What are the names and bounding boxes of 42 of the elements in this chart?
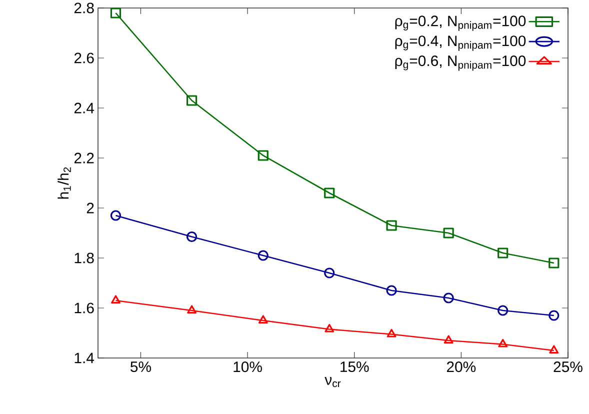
point [187,305,196,314]
point [444,335,454,344]
point [186,95,198,106]
point [324,324,334,332]
point [386,285,397,296]
y-tick-label: 1.8 [74,252,94,264]
legend-label: ρ$_{g}$=0.6, N$_{pnipam}$=100 [395,56,526,71]
point [324,188,335,198]
point [443,292,454,304]
point [443,228,454,238]
x-tick-label: 5% [130,362,151,372]
point [186,231,198,242]
y-tick-label: 2.4 [74,102,94,114]
x-tick-label: 15% [340,362,369,372]
point [111,295,120,304]
point [548,258,560,268]
point [386,328,396,338]
point [549,345,559,354]
x-axis-title: ν$_{cr}$ [324,376,341,388]
legend-label: ρ$_{g}$=0.4, N$_{pnipam}$=100 [395,36,526,51]
y-axis-title: h$_{1}$/h$_{2}$ [58,167,71,199]
point [110,210,122,221]
y-tick-label: 2 [86,202,94,214]
point [386,220,397,231]
point [498,248,508,258]
point [324,268,335,278]
x-tick-label: 20% [446,362,476,372]
x-tick-label: 10% [234,362,262,372]
point [548,310,560,321]
point [258,315,268,324]
point [498,338,508,348]
y-tick-label: 1.6 [74,302,94,314]
point [258,150,268,161]
point [258,250,268,261]
y-tick-label: 2.2 [74,152,94,164]
y-tick-label: 1.4 [74,352,94,364]
legend-label: ρ$_{g}$=0.2, N$_{pnipam}$=100 [395,16,526,31]
y-tick-label: 2.6 [74,52,94,64]
point [110,8,122,18]
x-tick-label: 25% [554,362,582,372]
point [498,305,508,316]
y-tick-label: 2.8 [74,2,94,14]
